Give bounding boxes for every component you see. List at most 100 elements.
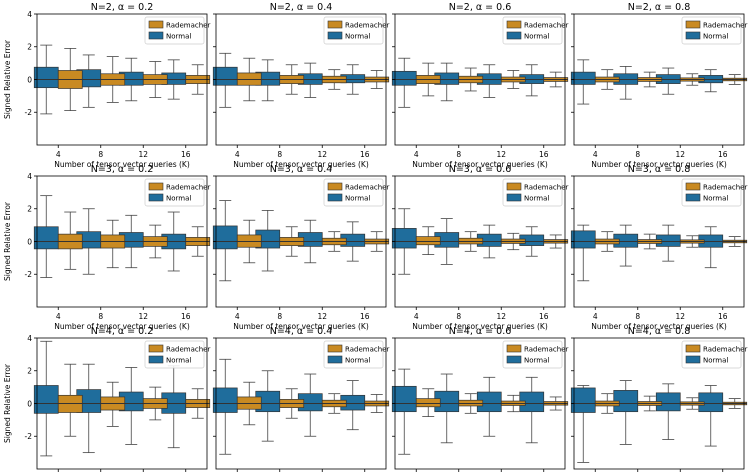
x-tick-label: 8 bbox=[277, 150, 282, 159]
legend-swatch-normal bbox=[148, 193, 164, 202]
y-axis-label: Signed Relative Error bbox=[3, 201, 12, 281]
x-tick-label: 16 bbox=[718, 150, 728, 159]
box-body bbox=[570, 71, 596, 85]
subplot-title: N=4, α = 0.4 bbox=[270, 326, 333, 337]
box-normal-k12 bbox=[655, 383, 681, 440]
x-tick-label: 16 bbox=[181, 150, 191, 159]
y-tick-label: 4 bbox=[27, 334, 32, 343]
y-axis-label: Signed Relative Error bbox=[3, 363, 12, 443]
box-rademacher-k16 bbox=[543, 71, 569, 88]
subplot-title: N=2, α = 0.8 bbox=[628, 2, 691, 13]
legend-label-rademacher: Rademacher bbox=[166, 346, 210, 354]
x-tick-label: 16 bbox=[718, 312, 728, 321]
box-rademacher-k12 bbox=[142, 61, 168, 98]
box-body bbox=[33, 385, 59, 414]
box-normal-k16 bbox=[340, 380, 366, 431]
x-tick-label: 8 bbox=[277, 312, 282, 321]
x-tick-label: 8 bbox=[456, 312, 461, 321]
box-rademacher-k8 bbox=[100, 56, 126, 103]
x-axis-label: Number of tensor vector queries (K) bbox=[591, 322, 727, 331]
legend-swatch-normal bbox=[327, 31, 343, 40]
legend-label-normal: Normal bbox=[524, 357, 549, 365]
y-tick-label: 4 bbox=[27, 10, 32, 19]
box-normal-k8 bbox=[613, 224, 639, 267]
x-tick-label: 4 bbox=[56, 312, 61, 321]
legend: Rademacher Normal bbox=[323, 178, 389, 207]
subplot-title: N=3, α = 0.4 bbox=[270, 164, 333, 175]
box-rademacher-k16 bbox=[364, 394, 390, 413]
legend-label-normal: Normal bbox=[524, 33, 549, 41]
y-tick-label: 2 bbox=[27, 43, 32, 52]
box-normal-k4 bbox=[391, 57, 417, 108]
box-body bbox=[391, 228, 417, 249]
box-normal-k16 bbox=[698, 385, 724, 447]
subplot-title: N=4, α = 0.6 bbox=[449, 326, 512, 337]
legend-label-rademacher: Rademacher bbox=[524, 22, 568, 30]
legend-label-rademacher: Rademacher bbox=[345, 346, 389, 354]
legend: Rademacher Normal bbox=[323, 340, 389, 369]
x-tick-label: 12 bbox=[496, 312, 506, 321]
box-body bbox=[391, 385, 417, 413]
box-rademacher-k12 bbox=[142, 386, 168, 421]
box-rademacher-k4 bbox=[236, 57, 262, 102]
legend-label-normal: Normal bbox=[345, 33, 370, 41]
legend-swatch-rademacher bbox=[685, 344, 701, 353]
x-tick-label: 4 bbox=[235, 312, 240, 321]
legend-label-normal: Normal bbox=[703, 195, 728, 203]
x-tick-label: 8 bbox=[98, 150, 103, 159]
subplot-title: N=2, α = 0.4 bbox=[270, 2, 333, 13]
box-normal-k8 bbox=[434, 218, 460, 265]
subplot-title: N=3, α = 0.8 bbox=[628, 164, 691, 175]
box-normal-k4 bbox=[391, 208, 417, 275]
legend-swatch-rademacher bbox=[327, 344, 343, 353]
x-tick-label: 4 bbox=[593, 312, 598, 321]
x-axis-label: Number of tensor vector queries (K) bbox=[412, 322, 548, 331]
box-normal-k4 bbox=[570, 385, 596, 463]
legend-swatch-normal bbox=[327, 193, 343, 202]
legend-swatch-rademacher bbox=[506, 344, 522, 353]
legend: Rademacher Normal bbox=[502, 178, 568, 207]
legend-swatch-normal bbox=[685, 193, 701, 202]
box-rademacher-k12 bbox=[500, 70, 526, 89]
box-normal-k16 bbox=[519, 376, 545, 444]
subplot-title: N=2, α = 0.2 bbox=[91, 2, 154, 13]
x-tick-label: 12 bbox=[496, 150, 506, 159]
box-rademacher-k12 bbox=[321, 231, 347, 252]
legend-swatch-rademacher bbox=[327, 182, 343, 191]
legend-swatch-normal bbox=[148, 31, 164, 40]
legend-swatch-normal bbox=[506, 31, 522, 40]
box-normal-k4 bbox=[391, 368, 417, 455]
box-normal-k12 bbox=[297, 219, 323, 264]
legend: Rademacher Normal bbox=[144, 340, 210, 369]
box-body bbox=[415, 236, 441, 246]
box-normal-k12 bbox=[118, 57, 144, 102]
legend: Rademacher Normal bbox=[681, 16, 747, 45]
box-normal-k8 bbox=[76, 208, 102, 275]
x-tick-label: 4 bbox=[414, 150, 419, 159]
y-tick-label: -2 bbox=[25, 270, 33, 279]
y-tick-label: 2 bbox=[27, 205, 32, 214]
x-tick-label: 8 bbox=[98, 312, 103, 321]
legend-swatch-rademacher bbox=[327, 20, 343, 29]
legend-label-rademacher: Rademacher bbox=[524, 346, 568, 354]
box-body bbox=[212, 225, 238, 250]
box-body bbox=[33, 66, 59, 89]
legend-swatch-rademacher bbox=[685, 20, 701, 29]
x-tick-label: 16 bbox=[181, 312, 191, 321]
x-tick-label: 4 bbox=[414, 312, 419, 321]
x-tick-label: 4 bbox=[235, 150, 240, 159]
legend: Rademacher Normal bbox=[502, 340, 568, 369]
box-rademacher-k8 bbox=[100, 219, 126, 269]
legend-label-normal: Normal bbox=[703, 33, 728, 41]
x-tick-label: 8 bbox=[635, 312, 640, 321]
box-rademacher-k8 bbox=[279, 388, 305, 419]
box-rademacher-k12 bbox=[142, 224, 168, 259]
legend-label-rademacher: Rademacher bbox=[524, 184, 568, 192]
subplot-title: N=4, α = 0.8 bbox=[628, 326, 691, 337]
box-rademacher-k12 bbox=[500, 394, 526, 413]
y-axis-label: Signed Relative Error bbox=[3, 39, 12, 119]
